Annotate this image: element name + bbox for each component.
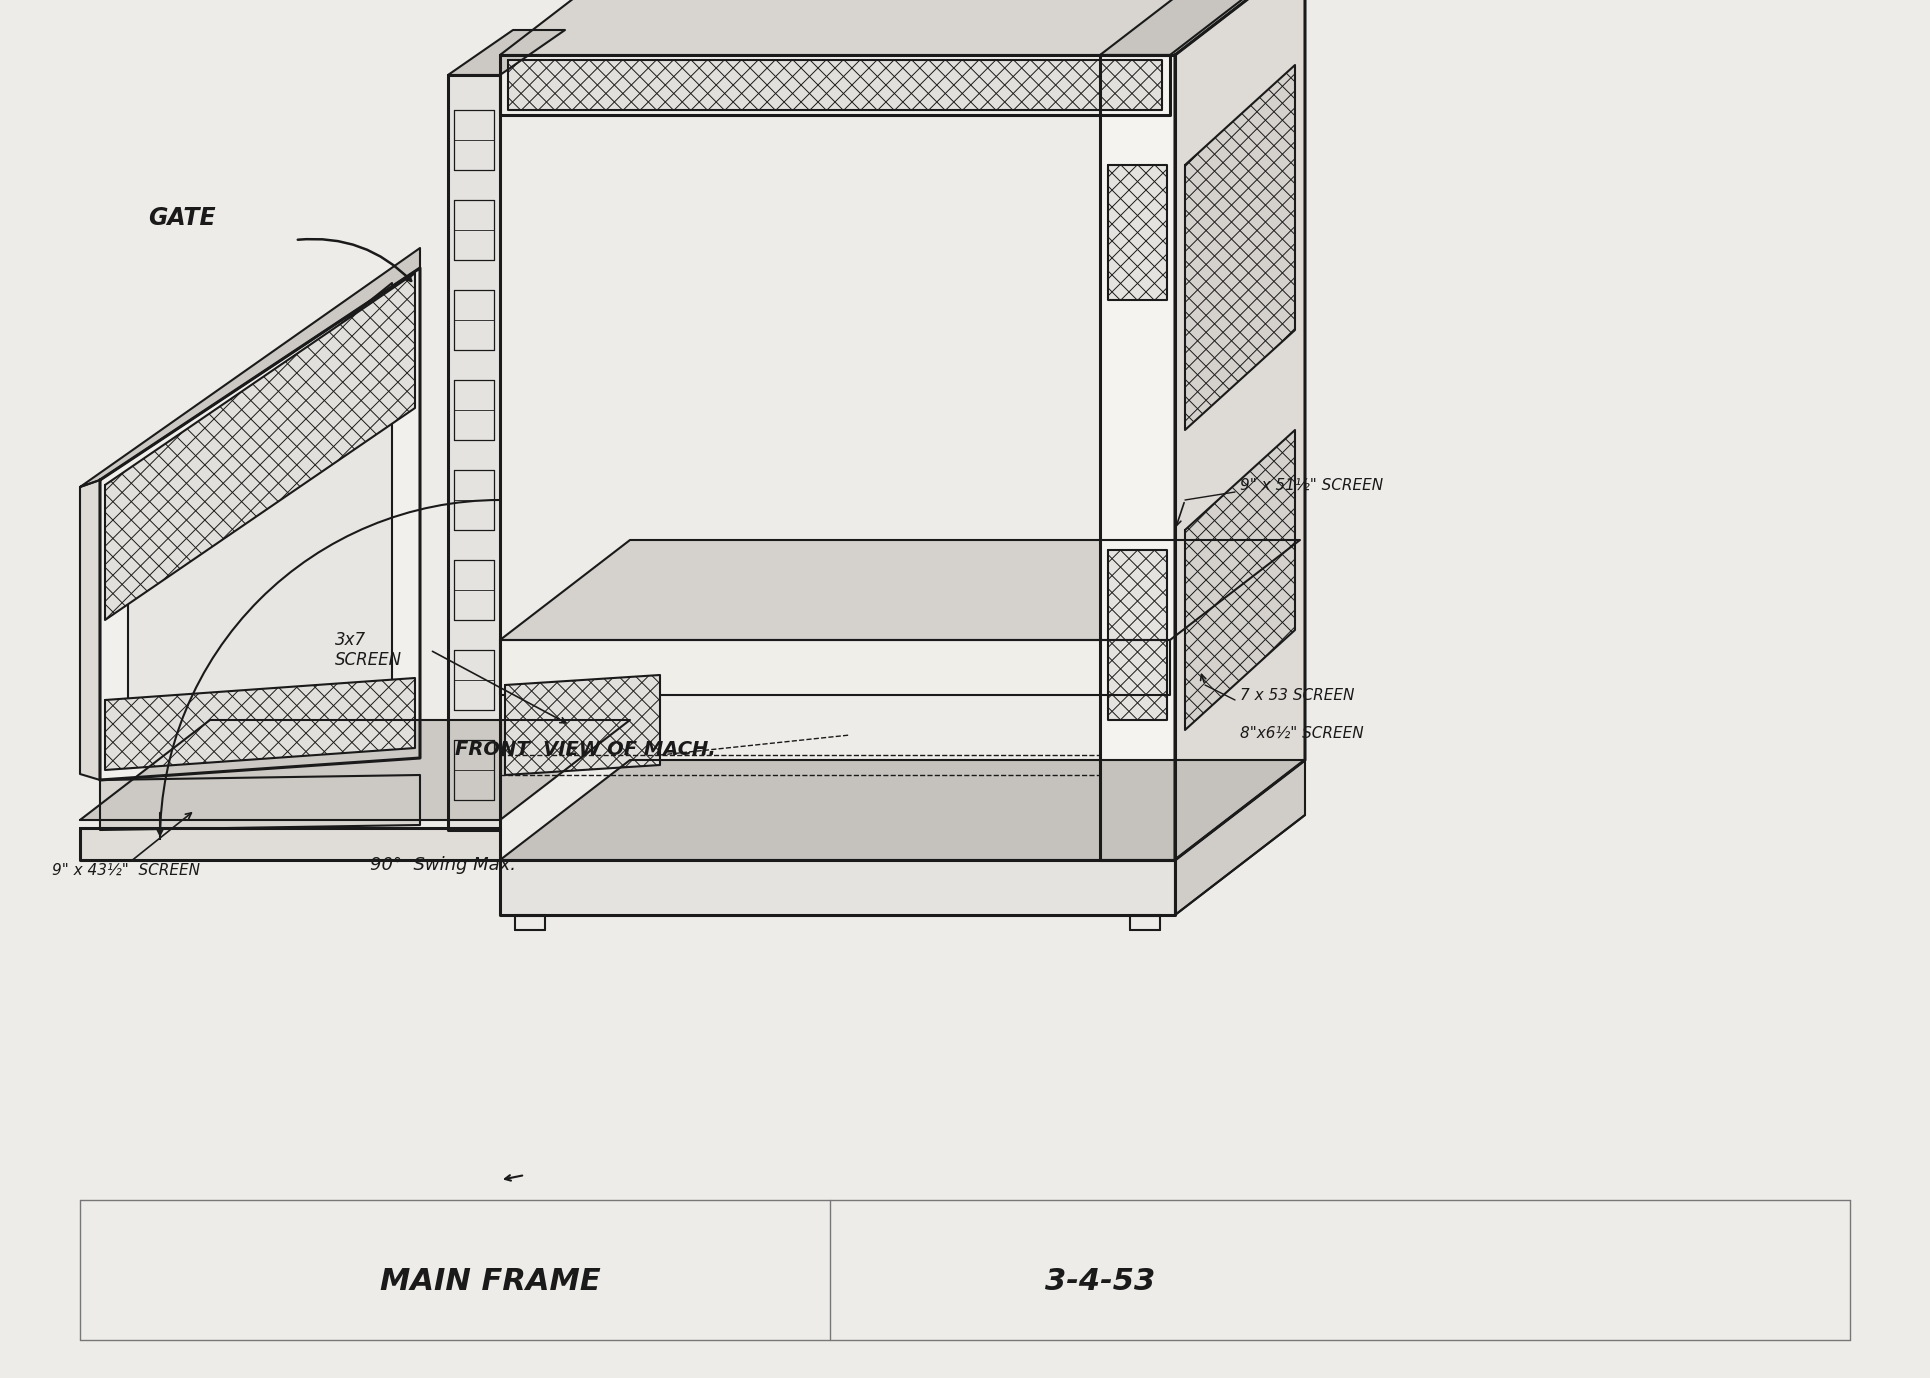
Polygon shape [104,678,415,770]
Polygon shape [506,675,660,774]
Polygon shape [506,675,660,774]
Polygon shape [104,678,415,770]
Polygon shape [500,860,1175,915]
Polygon shape [100,774,421,830]
Text: 8"x6½" SCREEN: 8"x6½" SCREEN [1239,726,1365,741]
Text: 9" x 51½" SCREEN: 9" x 51½" SCREEN [1239,478,1384,493]
Polygon shape [508,61,1162,110]
Polygon shape [1185,65,1295,430]
Polygon shape [1185,65,1295,430]
Polygon shape [448,74,500,830]
Polygon shape [506,675,660,774]
Polygon shape [1108,550,1168,719]
Polygon shape [1108,165,1168,300]
Text: 90°  Swing Max.: 90° Swing Max. [371,856,515,874]
Polygon shape [1185,430,1295,730]
Polygon shape [1175,0,1305,860]
Polygon shape [1108,165,1168,300]
Polygon shape [508,61,1162,110]
Polygon shape [1100,0,1305,55]
Polygon shape [1185,430,1295,730]
Polygon shape [448,30,565,74]
Polygon shape [104,273,415,620]
Polygon shape [1100,55,1175,860]
Polygon shape [79,828,500,860]
Polygon shape [1185,430,1295,730]
Polygon shape [500,0,1301,55]
Text: 9" x 43½"  SCREEN: 9" x 43½" SCREEN [52,863,201,878]
Polygon shape [127,282,392,765]
Polygon shape [500,540,1301,639]
Text: GATE: GATE [149,205,216,230]
Polygon shape [104,273,415,620]
Polygon shape [508,61,1162,110]
Text: SCREEN: SCREEN [336,650,401,668]
Text: 3-4-53: 3-4-53 [1044,1266,1156,1295]
Polygon shape [1185,65,1295,430]
Polygon shape [500,55,1170,114]
Polygon shape [104,678,415,770]
Polygon shape [500,639,1170,695]
Text: 7 x 53 SCREEN: 7 x 53 SCREEN [1239,688,1355,703]
Polygon shape [104,273,415,620]
Polygon shape [500,761,1305,860]
Text: FRONT  VIEW OF MACH.: FRONT VIEW OF MACH. [455,740,716,759]
Polygon shape [1108,550,1168,719]
Text: 3x7: 3x7 [336,631,367,649]
Polygon shape [79,248,421,486]
Polygon shape [100,267,421,780]
Polygon shape [1108,165,1168,300]
Polygon shape [1108,550,1168,719]
Polygon shape [79,480,100,780]
Polygon shape [1175,761,1305,915]
Polygon shape [79,719,629,820]
Text: MAIN FRAME: MAIN FRAME [380,1266,600,1295]
